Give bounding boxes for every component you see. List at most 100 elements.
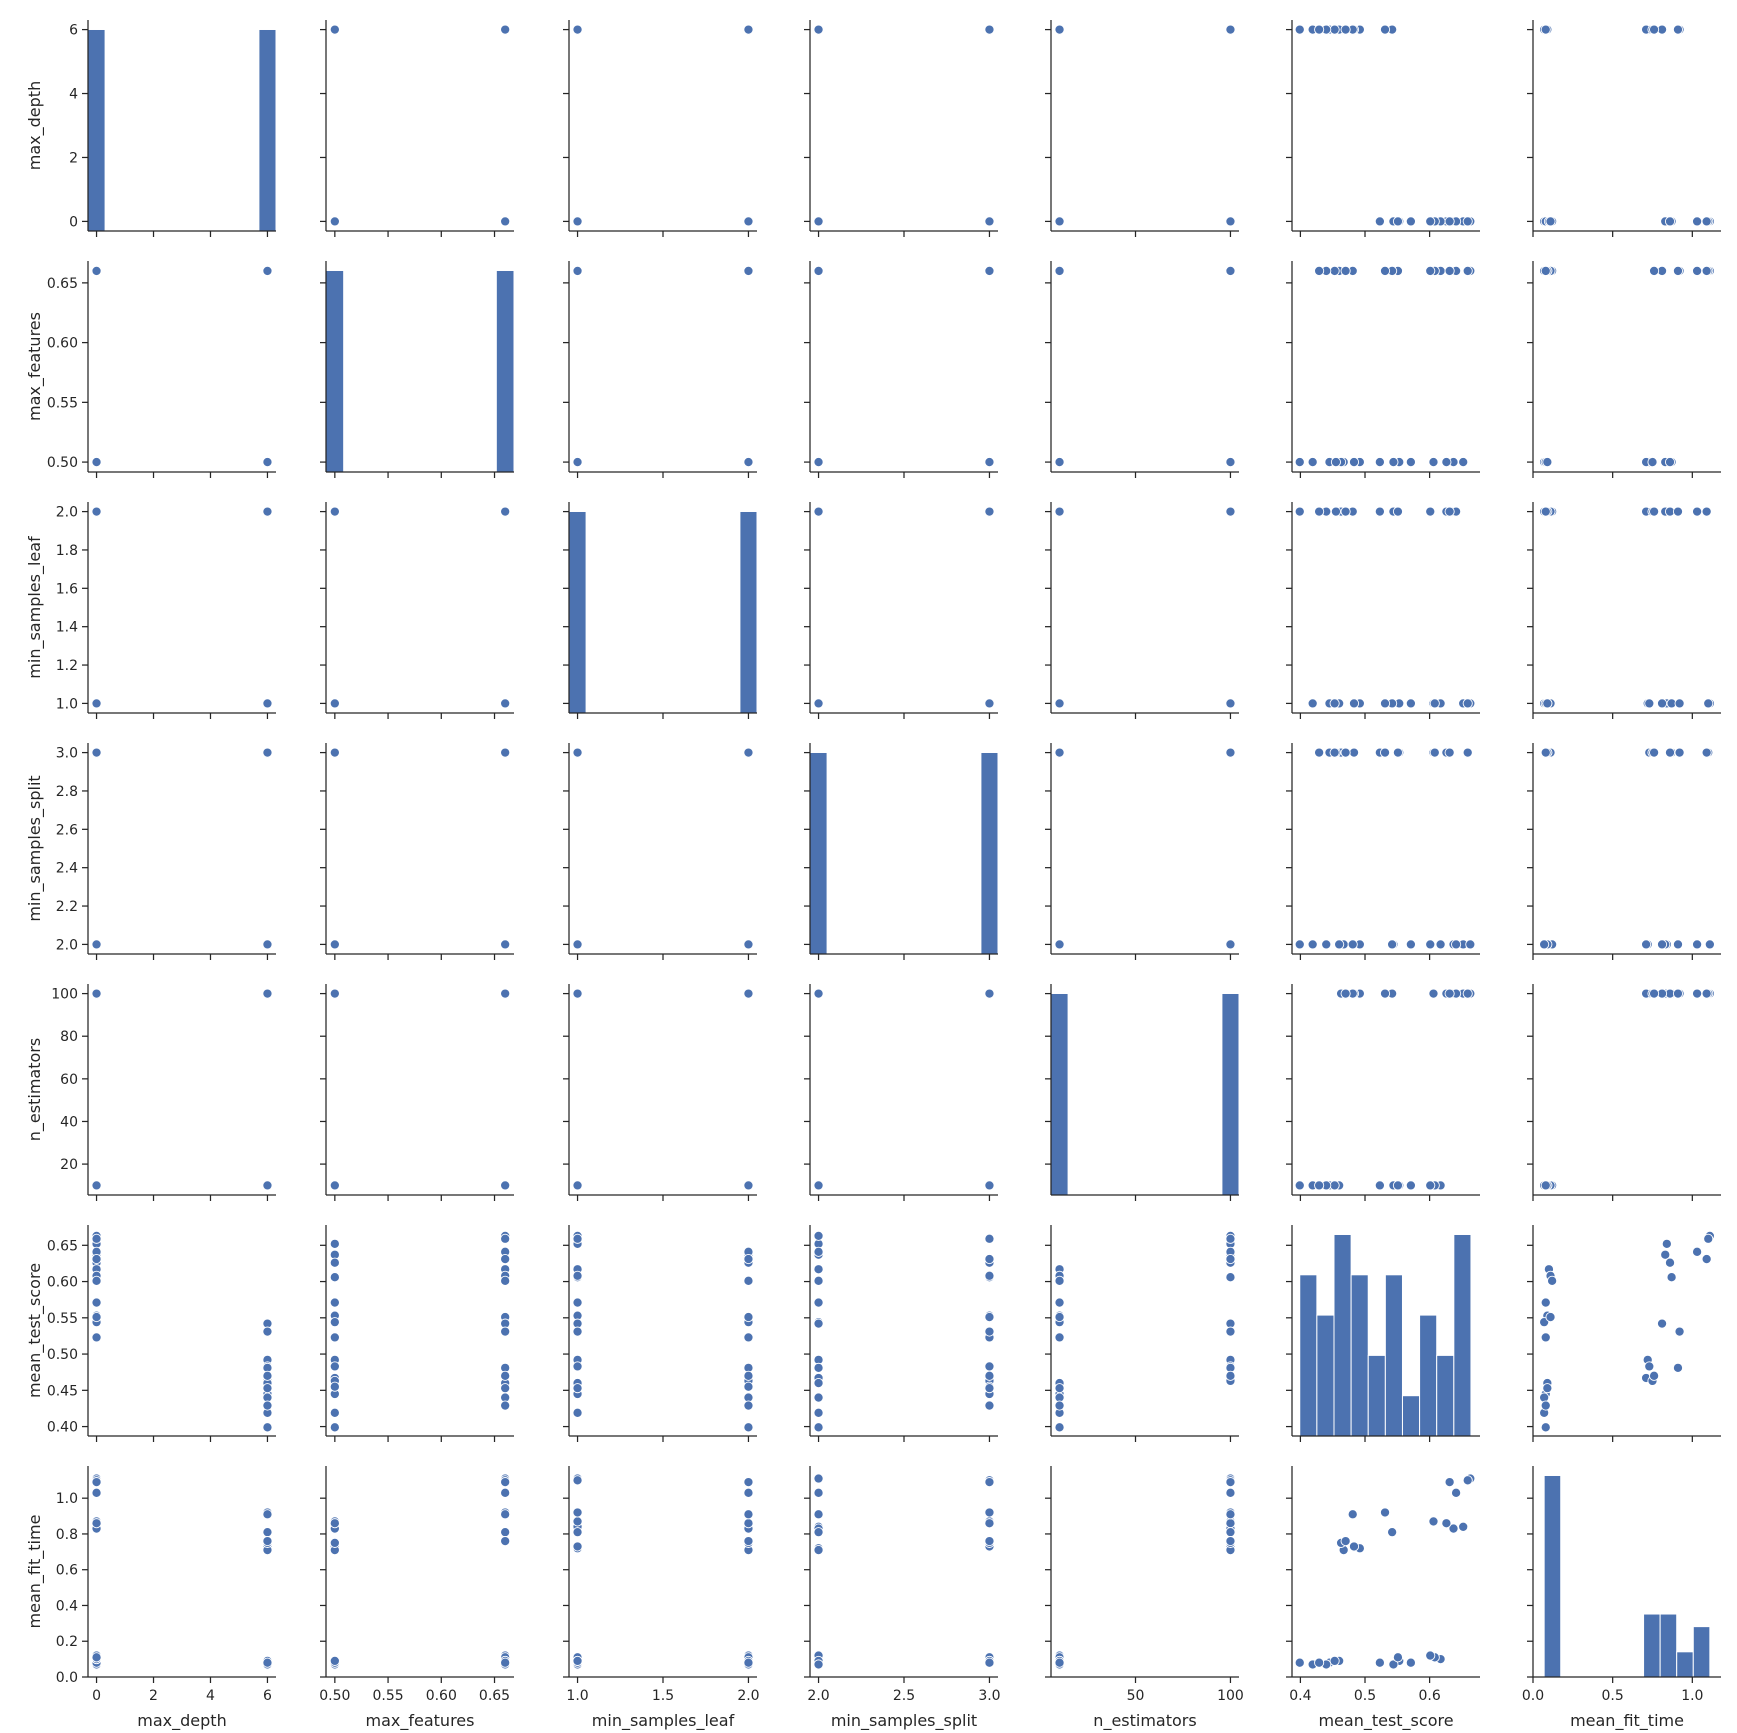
scatter-point-mean_fit_time-vs-max_depth-6 <box>91 1518 102 1529</box>
y-tick-label-n_estimators: 20 <box>60 1157 78 1173</box>
panel-min_samples_split-vs-mean_test_score <box>1286 743 1480 960</box>
x-tick-label-max_features: 0.65 <box>479 1688 510 1704</box>
y-tick-label-min_samples_leaf: 1.6 <box>56 581 78 597</box>
x-axis-label-max_features: max_features <box>366 1711 475 1731</box>
y-tick-label-mean_test_score: 0.45 <box>47 1383 78 1399</box>
scatter-point-mean_test_score-vs-min_samples_leaf-7 <box>743 1332 754 1343</box>
scatter-point-min_samples_split-vs-mean_test_score-11 <box>1429 747 1440 758</box>
panel-max_depth-vs-min_samples_split <box>804 20 998 237</box>
scatter-point-n_estimators-vs-max_features-22 <box>329 988 340 999</box>
x-tick-label-n_estimators: 100 <box>1217 1688 1244 1704</box>
scatter-point-mean_test_score-vs-mean_fit_time-6 <box>1664 1257 1676 1268</box>
panel-max_depth-vs-mean_fit_time <box>1527 20 1721 237</box>
y-tick-label-min_samples_split: 3.0 <box>56 746 78 762</box>
scatter-point-max_features-vs-mean_test_score-1 <box>1405 457 1416 468</box>
x-axis-label-mean_test_score: mean_test_score <box>1318 1711 1453 1731</box>
scatter-point-min_samples_split-vs-min_samples_leaf-27 <box>572 747 583 758</box>
panel-max_depth-vs-min_samples_leaf <box>563 20 757 237</box>
y-tick-label-mean_test_score: 0.65 <box>47 1238 78 1254</box>
scatter-point-mean_test_score-vs-max_depth-26 <box>262 1326 273 1337</box>
y-tick-label-min_samples_split: 2.0 <box>56 937 78 953</box>
scatter-point-mean_test_score-vs-mean_fit_time-4 <box>1660 1249 1671 1260</box>
scatter-point-max_depth-vs-max_features-31 <box>500 24 511 35</box>
hist-bar-n_estimators-0 <box>1050 992 1069 1196</box>
y-axis-label-mean_test_score: mean_test_score <box>25 1263 45 1398</box>
scatter-point-mean_test_score-vs-min_samples_split-9 <box>813 1264 824 1275</box>
scatter-point-max_features-vs-min_samples_leaf-31 <box>743 265 754 276</box>
panel-max_features-vs-n_estimators <box>1045 261 1239 478</box>
scatter-point-min_samples_split-vs-max_features-31 <box>500 747 511 758</box>
scatter-point-min_samples_split-vs-max_depth-29 <box>262 939 273 950</box>
hist-bar-mean_test_score-1 <box>1316 1314 1335 1437</box>
scatter-point-min_samples_leaf-vs-max_features-27 <box>500 698 511 709</box>
panel-min_samples_leaf-vs-max_depth: 1.0 1.2 1.4 1.6 1.8 2.0 <box>56 502 276 719</box>
scatter-point-mean_test_score-vs-max_depth-15 <box>91 1312 102 1323</box>
y-axis-label-max_depth: max_depth <box>25 81 45 170</box>
scatter-point-mean_fit_time-vs-mean_test_score-7 <box>1374 1657 1385 1668</box>
scatter-point-mean_test_score-vs-max_features-21 <box>329 1422 340 1433</box>
scatter-point-mean_test_score-vs-mean_fit_time-15 <box>1545 1312 1556 1323</box>
scatter-point-n_estimators-vs-mean_fit_time-14 <box>1701 988 1712 999</box>
scatter-point-min_samples_leaf-vs-n_estimators-31 <box>1054 506 1065 517</box>
scatter-point-n_estimators-vs-mean_test_score-27 <box>1329 1180 1340 1191</box>
scatter-point-min_samples_split-vs-mean_fit_time-24 <box>1657 939 1668 950</box>
scatter-point-mean_test_score-vs-min_samples_split-28 <box>813 1362 824 1373</box>
scatter-point-n_estimators-vs-min_samples_split-31 <box>984 1180 995 1191</box>
scatter-point-mean_fit_time-vs-max_features-22 <box>329 1537 340 1548</box>
hist-bar-mean_test_score-5 <box>1384 1274 1403 1437</box>
panel-max_features-vs-max_features <box>320 261 515 478</box>
y-tick-label-mean_test_score: 0.60 <box>47 1275 78 1291</box>
scatter-point-mean_fit_time-vs-mean_test_score-12 <box>1451 1487 1462 1498</box>
scatter-point-mean_test_score-vs-n_estimators-30 <box>1225 1370 1236 1381</box>
scatter-point-max_depth-vs-mean_fit_time-14 <box>1701 216 1712 227</box>
scatter-point-mean_test_score-vs-min_samples_split-1 <box>813 1297 824 1308</box>
scatter-point-max_features-vs-mean_fit_time-6 <box>1664 457 1676 468</box>
scatter-point-min_samples_leaf-vs-n_estimators-27 <box>1054 698 1065 709</box>
scatter-point-mean_test_score-vs-max_features-7 <box>329 1332 340 1343</box>
scatter-point-n_estimators-vs-min_samples_leaf-27 <box>572 1180 583 1191</box>
scatter-point-max_depth-vs-n_estimators-15 <box>1054 216 1065 227</box>
scatter-point-mean_test_score-vs-min_samples_leaf-23 <box>743 1381 754 1392</box>
hist-bar-mean_fit_time-0 <box>1543 1474 1562 1678</box>
scatter-point-max_features-vs-mean_test_score-7 <box>1374 457 1385 468</box>
scatter-point-n_estimators-vs-min_samples_split-29 <box>813 1180 824 1191</box>
scatter-point-mean_fit_time-vs-min_samples_split-6 <box>984 1518 995 1529</box>
scatter-point-min_samples_split-vs-n_estimators-28 <box>1225 939 1236 950</box>
scatter-point-min_samples_split-vs-mean_test_score-31 <box>1314 747 1325 758</box>
scatter-point-min_samples_leaf-vs-mean_fit_time-12 <box>1692 506 1703 517</box>
scatter-point-n_estimators-vs-mean_test_score-2 <box>1428 988 1439 999</box>
pairplot-panels: 02460.500.550.600.651.01.21.41.61.82.02.… <box>47 20 1721 1704</box>
hist-bar-min_samples_split-1 <box>980 751 999 955</box>
scatter-point-mean_test_score-vs-n_estimators-10 <box>1225 1233 1236 1244</box>
scatter-point-mean_test_score-vs-min_samples_split-12 <box>813 1246 824 1257</box>
x-tick-label-max_features: 0.55 <box>372 1688 403 1704</box>
scatter-point-max_depth-vs-mean_test_score-21 <box>1294 24 1305 35</box>
scatter-point-mean_fit_time-vs-max_features-23 <box>329 1655 340 1666</box>
scatter-point-min_samples_split-vs-max_depth-13 <box>91 939 102 950</box>
scatter-point-min_samples_split-vs-mean_test_score-26 <box>1379 747 1391 758</box>
scatter-point-min_samples_split-vs-n_estimators-30 <box>1225 747 1236 758</box>
y-tick-label-max_depth: 4 <box>69 87 78 103</box>
scatter-point-n_estimators-vs-mean_test_score-30 <box>1340 988 1351 999</box>
panel-mean_fit_time-vs-min_samples_leaf: 1.0 1.5 2.0 <box>563 1466 760 1704</box>
scatter-point-mean_test_score-vs-mean_fit_time-2 <box>1666 1272 1677 1283</box>
scatter-point-min_samples_split-vs-mean_test_score-29 <box>1321 939 1332 950</box>
scatter-point-mean_test_score-vs-n_estimators-1 <box>1054 1297 1065 1308</box>
y-tick-label-min_samples_split: 2.6 <box>56 822 78 838</box>
scatter-point-mean_fit_time-vs-min_samples_leaf-24 <box>572 1527 583 1538</box>
scatter-point-mean_test_score-vs-max_features-1 <box>329 1297 340 1308</box>
x-tick-label-min_samples_split: 3.0 <box>978 1688 1000 1704</box>
scatter-point-n_estimators-vs-min_samples_leaf-26 <box>572 988 583 999</box>
scatter-point-max_features-vs-mean_test_score-6 <box>1441 457 1452 468</box>
scatter-point-mean_fit_time-vs-min_samples_leaf-10 <box>572 1475 583 1486</box>
scatter-point-max_features-vs-mean_test_score-17 <box>1307 457 1318 468</box>
y-tick-label-mean_fit_time: 0.4 <box>56 1598 78 1614</box>
x-tick-label-max_features: 0.50 <box>319 1688 350 1704</box>
scatter-point-n_estimators-vs-mean_test_score-7 <box>1374 1180 1385 1191</box>
scatter-point-min_samples_leaf-vs-max_depth-11 <box>91 698 102 709</box>
x-tick-label-mean_fit_time: 0.5 <box>1602 1688 1624 1704</box>
scatter-point-n_estimators-vs-max_depth-30 <box>262 988 273 999</box>
scatter-point-max_features-vs-mean_test_score-14 <box>1444 265 1455 276</box>
scatter-point-mean_fit_time-vs-min_samples_leaf-12 <box>743 1487 754 1498</box>
scatter-point-min_samples_leaf-vs-mean_test_score-21 <box>1294 506 1305 517</box>
